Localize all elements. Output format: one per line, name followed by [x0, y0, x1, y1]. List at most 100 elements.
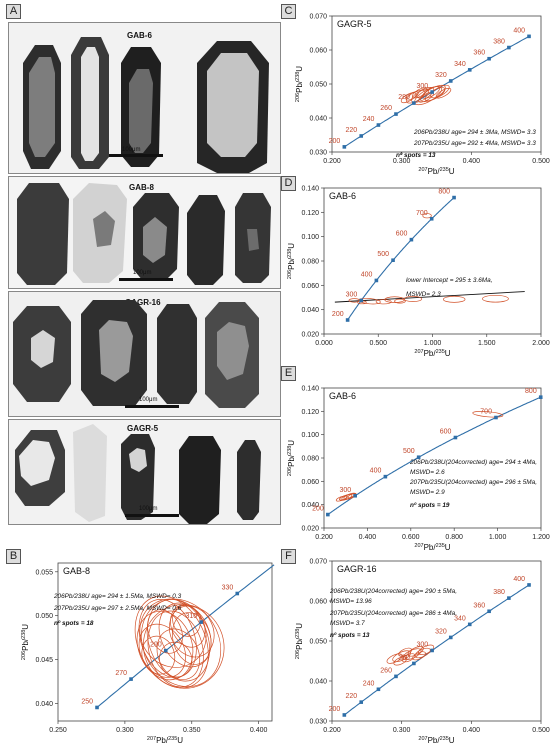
age-marker: [494, 415, 498, 420]
age-label: 320: [435, 628, 447, 635]
age-marker: [199, 620, 203, 624]
age-marker: [412, 661, 416, 666]
x-tick-label: 0.500: [532, 727, 550, 734]
annotation: MSWD= 3.7: [330, 620, 365, 627]
x-axis-label-text: U: [445, 543, 451, 550]
panel-label-a: A: [6, 4, 21, 19]
age-label: 280: [398, 94, 410, 101]
x-axis-label-sup: 235: [436, 543, 445, 549]
panel-label-d: D: [281, 176, 296, 191]
annotation: 207Pb/235U(204corrected) age= 296 ± 5Ma,: [409, 479, 537, 486]
data-ellipse: [394, 298, 406, 304]
y-tick-label: 0.070: [309, 14, 327, 21]
age-label: 600: [440, 429, 452, 436]
annotation: 207Pb/235U(204corrected) age= 286 ± 4Ma,: [329, 610, 457, 617]
panel-label-b: B: [6, 549, 21, 564]
scale-label: 100μm: [133, 270, 152, 276]
y-tick-label: 0.040: [301, 502, 319, 509]
y-axis-label-sup: 238: [21, 630, 27, 639]
y-tick-label: 0.060: [309, 48, 327, 55]
data-ellipse: [139, 598, 207, 668]
data-ellipse: [393, 656, 408, 666]
x-tick-label: 0.800: [445, 534, 463, 541]
y-tick-label: 0.060: [301, 479, 319, 486]
concordia-curve: [343, 584, 530, 716]
age-label: 260: [380, 667, 392, 674]
y-tick-label: 0.060: [309, 599, 327, 606]
data-ellipse: [169, 605, 215, 658]
chart-title: GAGR-5: [337, 19, 372, 29]
annotation: 206Pb/238U(204corrected) age= 294 ± 4Ma,: [409, 459, 537, 466]
x-tick-label: 0.400: [463, 158, 481, 165]
age-label: 200: [329, 138, 341, 145]
x-tick-label: 0.300: [116, 727, 134, 734]
age-marker: [409, 237, 414, 242]
data-ellipse: [358, 297, 381, 305]
y-tick-label: 0.140: [301, 186, 319, 193]
data-ellipse: [482, 294, 509, 303]
data-ellipse: [159, 641, 193, 678]
annotation: nº spots = 18: [54, 620, 94, 627]
data-ellipse: [386, 653, 403, 664]
age-label: 200: [329, 706, 341, 713]
x-axis-label-text: U: [449, 167, 455, 176]
scale-bar: [119, 278, 173, 281]
photo-title: GAGR-5: [127, 424, 159, 433]
age-marker: [383, 474, 388, 479]
x-axis-label-sup: 235: [436, 349, 445, 355]
data-ellipse: [405, 91, 419, 101]
age-marker: [359, 298, 364, 303]
y-tick-label: 0.045: [35, 657, 53, 664]
x-axis-label-sup: 207: [418, 167, 427, 173]
photo-title: GAB-6: [127, 31, 152, 40]
data-ellipse: [421, 86, 440, 99]
y-tick-label: 0.140: [301, 386, 319, 393]
zircon-photo-gab8: GAB-8 100μm: [8, 176, 281, 289]
age-label: 340: [454, 61, 466, 68]
data-ellipse: [172, 612, 212, 665]
y-axis-label-text: Pb/: [295, 637, 304, 650]
x-axis-label: 207Pb/235U: [418, 167, 454, 176]
plot-frame: [57, 562, 273, 722]
x-axis-label: 207Pb/235U: [147, 736, 183, 745]
age-marker: [374, 278, 379, 283]
annotation: MSWD= 13.96: [330, 598, 372, 605]
y-axis-label: 206Pb/238U: [287, 440, 296, 476]
panel-label-c: C: [281, 4, 296, 19]
age-label: 380: [493, 589, 505, 596]
y-tick-label: 0.040: [35, 701, 53, 708]
y-tick-label: 0.120: [301, 210, 319, 217]
zircon-grains: [15, 424, 261, 524]
x-tick-label: 0.500: [369, 340, 387, 347]
y-axis-label-text: Pb/: [287, 454, 296, 467]
x-axis-label-text: U: [445, 349, 451, 358]
age-marker: [507, 596, 511, 600]
y-tick-label: 0.060: [301, 283, 319, 290]
age-marker: [467, 622, 472, 627]
y-axis-label-text: Pb/: [295, 80, 304, 93]
age-marker: [129, 677, 133, 681]
y-axis-label-sup: 238: [287, 249, 293, 258]
age-marker: [527, 34, 531, 39]
y-axis-label-text: U: [295, 623, 304, 629]
data-ellipse: [411, 87, 428, 99]
y-tick-label: 0.050: [35, 613, 53, 620]
age-marker: [453, 435, 458, 440]
photo-title: GAB-8: [129, 183, 154, 192]
y-tick-label: 0.120: [301, 409, 319, 416]
data-ellipse: [472, 411, 504, 418]
y-axis-label-sup: 238: [295, 629, 301, 638]
x-axis-label-sup: 207: [147, 736, 156, 742]
x-tick-label: 0.400: [359, 534, 377, 541]
age-marker: [235, 591, 240, 596]
y-axis-label-text: U: [295, 66, 304, 72]
x-tick-label: 2.000: [532, 340, 550, 347]
zircon-photo-gab6: GAB-6 100μm: [8, 22, 281, 174]
age-label: 400: [513, 576, 525, 583]
age-label: 400: [361, 271, 373, 278]
annotation: nº spots = 13: [330, 632, 370, 639]
annotation: nº spots = 13: [396, 152, 436, 159]
age-marker: [416, 455, 421, 460]
y-tick-label: 0.070: [309, 559, 327, 566]
age-marker: [467, 68, 472, 72]
